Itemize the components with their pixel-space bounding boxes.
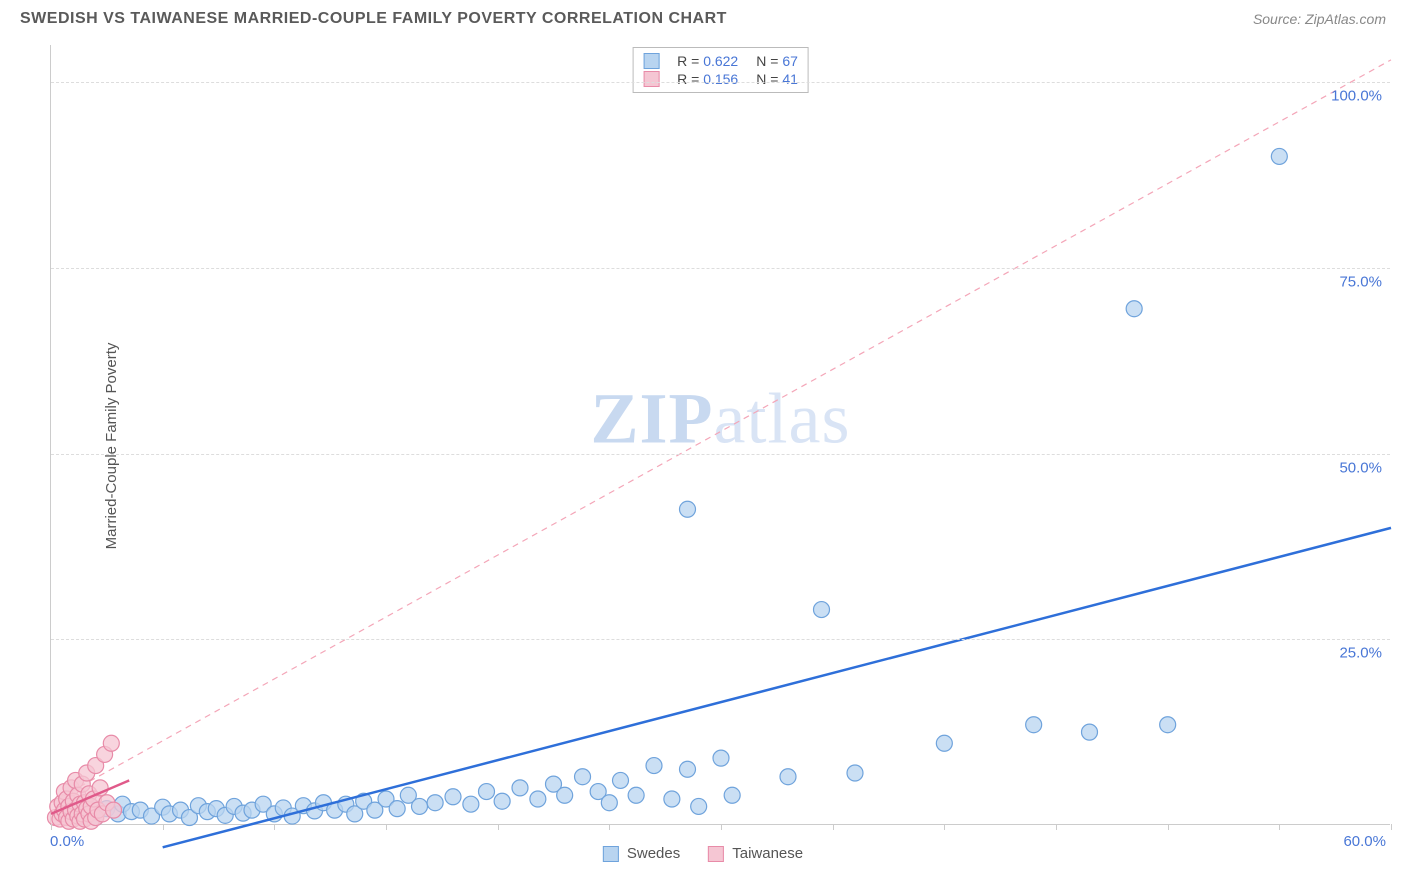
data-point xyxy=(664,791,680,807)
x-tick xyxy=(498,824,499,830)
data-point xyxy=(557,787,573,803)
legend-item: Taiwanese xyxy=(708,845,803,862)
x-tick xyxy=(386,824,387,830)
data-point xyxy=(389,801,405,817)
legend-swatch xyxy=(643,71,659,87)
chart-plot-area: ZIPatlas R = 0.622N = 67R = 0.156N = 41 … xyxy=(50,45,1390,825)
x-tick xyxy=(1168,824,1169,830)
legend-label: Swedes xyxy=(627,845,680,862)
data-point xyxy=(847,765,863,781)
data-point xyxy=(103,735,119,751)
scatter-svg xyxy=(51,45,1390,824)
y-tick-label: 75.0% xyxy=(1339,273,1382,290)
x-tick xyxy=(51,824,52,830)
legend-swatch xyxy=(708,846,724,862)
x-tick xyxy=(609,824,610,830)
data-point xyxy=(613,772,629,788)
x-tick xyxy=(1391,824,1392,830)
data-point xyxy=(814,602,830,618)
chart-header: SWEDISH VS TAIWANESE MARRIED-COUPLE FAMI… xyxy=(0,0,1406,34)
data-point xyxy=(691,798,707,814)
data-point xyxy=(412,798,428,814)
trend-line xyxy=(163,528,1391,847)
data-point xyxy=(1126,301,1142,317)
x-tick xyxy=(1279,824,1280,830)
x-tick xyxy=(833,824,834,830)
data-point xyxy=(106,802,122,818)
series-legend: Swedes Taiwanese xyxy=(603,845,803,862)
data-point xyxy=(494,793,510,809)
stats-row: R = 0.156 N = 41 xyxy=(643,70,798,88)
x-axis-min-label: 0.0% xyxy=(50,833,84,850)
legend-item: Swedes xyxy=(603,845,680,862)
gridline xyxy=(51,268,1390,269)
data-point xyxy=(530,791,546,807)
x-tick xyxy=(1056,824,1057,830)
x-tick xyxy=(721,824,722,830)
data-point xyxy=(463,796,479,812)
data-point xyxy=(1160,717,1176,733)
data-point xyxy=(936,735,952,751)
x-tick xyxy=(163,824,164,830)
gridline xyxy=(51,639,1390,640)
x-tick xyxy=(944,824,945,830)
data-point xyxy=(512,780,528,796)
data-point xyxy=(479,784,495,800)
data-point xyxy=(427,795,443,811)
chart-title: SWEDISH VS TAIWANESE MARRIED-COUPLE FAMI… xyxy=(20,10,727,28)
data-point xyxy=(601,795,617,811)
y-tick-label: 25.0% xyxy=(1339,645,1382,662)
gridline xyxy=(51,82,1390,83)
data-point xyxy=(680,761,696,777)
x-axis-max-label: 60.0% xyxy=(1343,833,1386,850)
data-point xyxy=(724,787,740,803)
x-tick xyxy=(274,824,275,830)
legend-swatch xyxy=(643,53,659,69)
legend-label: Taiwanese xyxy=(732,845,803,862)
chart-source: Source: ZipAtlas.com xyxy=(1253,11,1386,27)
gridline xyxy=(51,454,1390,455)
data-point xyxy=(575,769,591,785)
data-point xyxy=(1082,724,1098,740)
data-point xyxy=(646,758,662,774)
data-point xyxy=(780,769,796,785)
data-point xyxy=(628,787,644,803)
y-tick-label: 100.0% xyxy=(1331,88,1382,105)
data-point xyxy=(1271,148,1287,164)
y-tick-label: 50.0% xyxy=(1339,459,1382,476)
data-point xyxy=(680,501,696,517)
stat-n: N = 67 xyxy=(756,53,798,69)
stat-n: N = 41 xyxy=(756,71,798,87)
stats-legend: R = 0.622 N = 67 R = 0.156 N = 41 xyxy=(632,47,809,93)
data-point xyxy=(713,750,729,766)
stat-r: R = 0.622 xyxy=(677,53,738,69)
legend-swatch xyxy=(603,846,619,862)
stat-r: R = 0.156 xyxy=(677,71,738,87)
data-point xyxy=(1026,717,1042,733)
stats-row: R = 0.622 N = 67 xyxy=(643,52,798,70)
data-point xyxy=(445,789,461,805)
